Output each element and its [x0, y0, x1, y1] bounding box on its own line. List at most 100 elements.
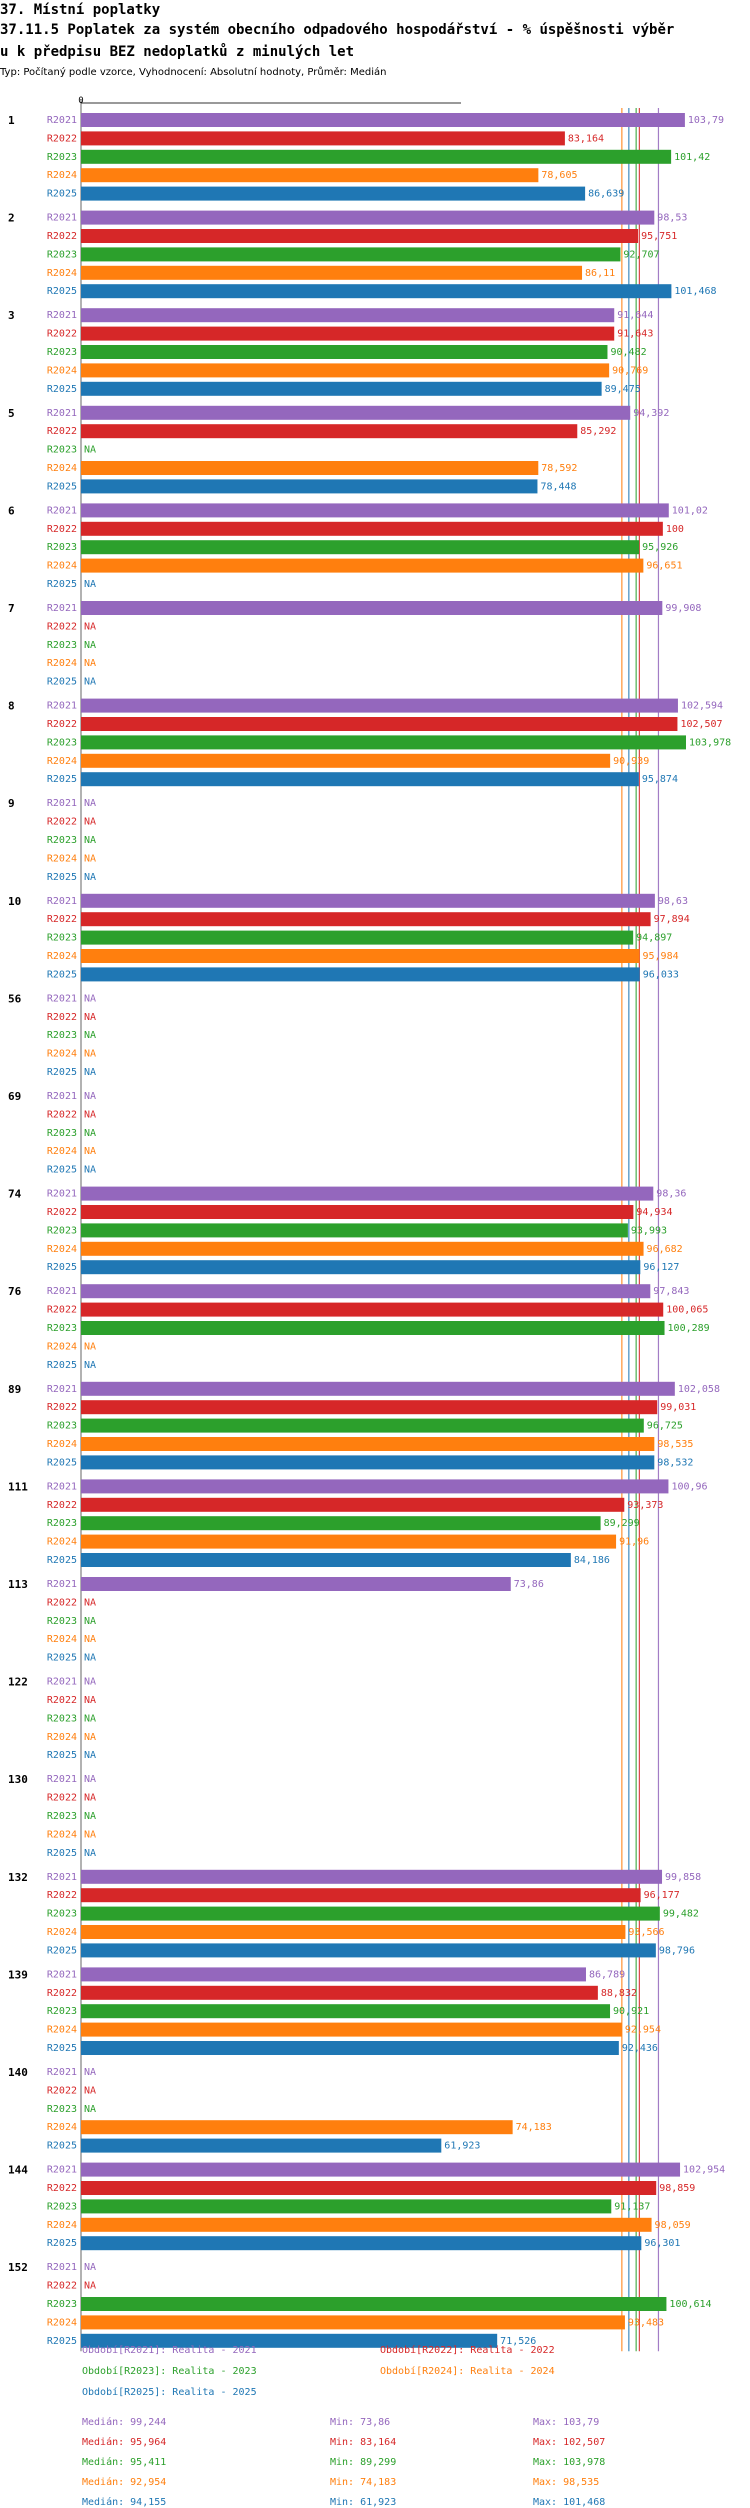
data-label: 93,373	[627, 1500, 663, 1511]
bar	[81, 1437, 655, 1451]
na-label: NA	[84, 1732, 96, 1743]
data-label: 94,392	[633, 408, 669, 419]
group-label: 132	[8, 1871, 28, 1884]
bar	[81, 949, 640, 963]
group-label: 74	[8, 1188, 22, 1201]
series-label: R2023	[47, 542, 77, 553]
bar	[81, 1497, 625, 1512]
series-label: R2022	[47, 524, 77, 535]
data-label: 78,448	[540, 481, 576, 492]
series-label: R2023	[47, 1225, 77, 1236]
series-label: R2021	[47, 505, 77, 516]
bar	[81, 2315, 625, 2330]
series-label: R2024	[47, 1927, 77, 1938]
series-label: R2025	[47, 774, 77, 785]
bar	[81, 461, 539, 475]
series-label: R2025	[47, 579, 77, 590]
group-label: 111	[8, 1480, 28, 1493]
series-label: R2023	[47, 835, 77, 846]
bar	[81, 363, 610, 378]
series-label: R2023	[47, 933, 77, 944]
series-label: R2024	[47, 1732, 77, 1743]
legend-entry-r2022: Období[R2022]: Realita - 2022	[380, 2345, 555, 2356]
bar	[81, 149, 672, 164]
series-label: R2022	[47, 1793, 77, 1804]
data-label: 98,36	[656, 1189, 686, 1200]
series-label: R2025	[47, 1360, 77, 1371]
legend-median: Medián: 94,155	[82, 2497, 167, 2508]
bar	[81, 479, 538, 494]
data-label: 61,923	[444, 2141, 480, 2152]
na-label: NA	[84, 1848, 96, 1859]
na-label: NA	[84, 2104, 96, 2115]
data-label: 94,897	[636, 933, 672, 944]
series-label: R2023	[47, 249, 77, 260]
series-label: R2023	[47, 152, 77, 163]
data-label: 85,292	[580, 426, 616, 437]
bar	[81, 753, 611, 768]
data-label: 96,301	[644, 2238, 680, 2249]
data-label: 90,769	[612, 365, 648, 376]
data-label: 95,874	[642, 774, 678, 785]
series-label: R2023	[47, 1518, 77, 1529]
bar	[81, 1321, 665, 1335]
bar	[81, 1869, 663, 1884]
series-label: R2025	[47, 1848, 77, 1859]
group-label: 56	[8, 992, 22, 1005]
series-label: R2023	[47, 1713, 77, 1724]
data-label: 89,475	[605, 384, 641, 395]
series-label: R2023	[47, 1421, 77, 1432]
na-label: NA	[84, 1012, 96, 1023]
bar	[81, 2120, 513, 2135]
bar	[81, 1205, 634, 1219]
data-label: 101,42	[674, 152, 710, 163]
series-label: R2021	[47, 1091, 77, 1102]
group-label: 5	[8, 407, 15, 420]
bar	[81, 210, 655, 225]
series-label: R2021	[47, 1677, 77, 1688]
series-label: R2023	[47, 2104, 77, 2115]
na-label: NA	[84, 1341, 96, 1352]
bar	[81, 521, 663, 536]
data-label: 98,796	[659, 1945, 695, 1956]
bar	[81, 1985, 598, 2000]
bar	[81, 2181, 657, 2195]
bar	[81, 1534, 617, 1549]
series-label: R2021	[47, 1872, 77, 1883]
series-label: R2021	[47, 1189, 77, 1200]
legend-max: Max: 103,978	[533, 2457, 606, 2468]
data-label: 91,96	[619, 1537, 649, 1548]
series-label: R2024	[47, 756, 77, 767]
na-label: NA	[84, 1360, 96, 1371]
series-label: R2023	[47, 2299, 77, 2310]
bar	[81, 912, 651, 927]
data-label: 84,186	[574, 1555, 610, 1566]
series-label: R2025	[47, 1653, 77, 1664]
data-label: 100,289	[668, 1323, 710, 1334]
group-label: 122	[8, 1676, 28, 1689]
data-label: 91,644	[617, 310, 653, 321]
data-label: 101,468	[674, 286, 716, 297]
series-label: R2024	[47, 1634, 77, 1645]
legend-max: Max: 101,468	[533, 2497, 606, 2508]
series-label: R2022	[47, 1597, 77, 1608]
data-label: 96,033	[643, 969, 679, 980]
series-label: R2025	[47, 1067, 77, 1078]
group-label: 10	[8, 895, 21, 908]
axis-zero-label: 0	[78, 96, 83, 106]
series-label: R2023	[47, 2201, 77, 2212]
series-label: R2021	[47, 2067, 77, 2078]
na-label: NA	[84, 1109, 96, 1120]
group-label: 76	[8, 1285, 22, 1298]
series-label: R2021	[47, 408, 77, 419]
data-label: 102,507	[680, 719, 722, 730]
na-label: NA	[84, 1695, 96, 1706]
series-label: R2025	[47, 1165, 77, 1176]
legend-max: Max: 98,535	[533, 2477, 600, 2488]
group-label: 6	[8, 504, 15, 517]
series-label: R2025	[47, 481, 77, 492]
series-label: R2025	[47, 2238, 77, 2249]
data-label: 90,482	[610, 347, 646, 358]
data-label: 94,934	[636, 1207, 672, 1218]
series-label: R2024	[47, 2220, 77, 2231]
